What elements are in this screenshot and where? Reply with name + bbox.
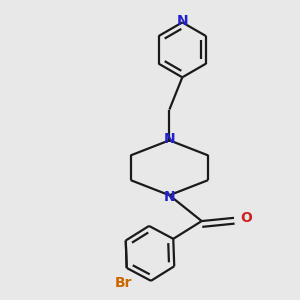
Text: N: N: [176, 14, 188, 28]
Text: N: N: [164, 132, 175, 146]
Text: O: O: [240, 211, 252, 225]
Text: N: N: [164, 190, 175, 204]
Text: Br: Br: [115, 276, 132, 290]
